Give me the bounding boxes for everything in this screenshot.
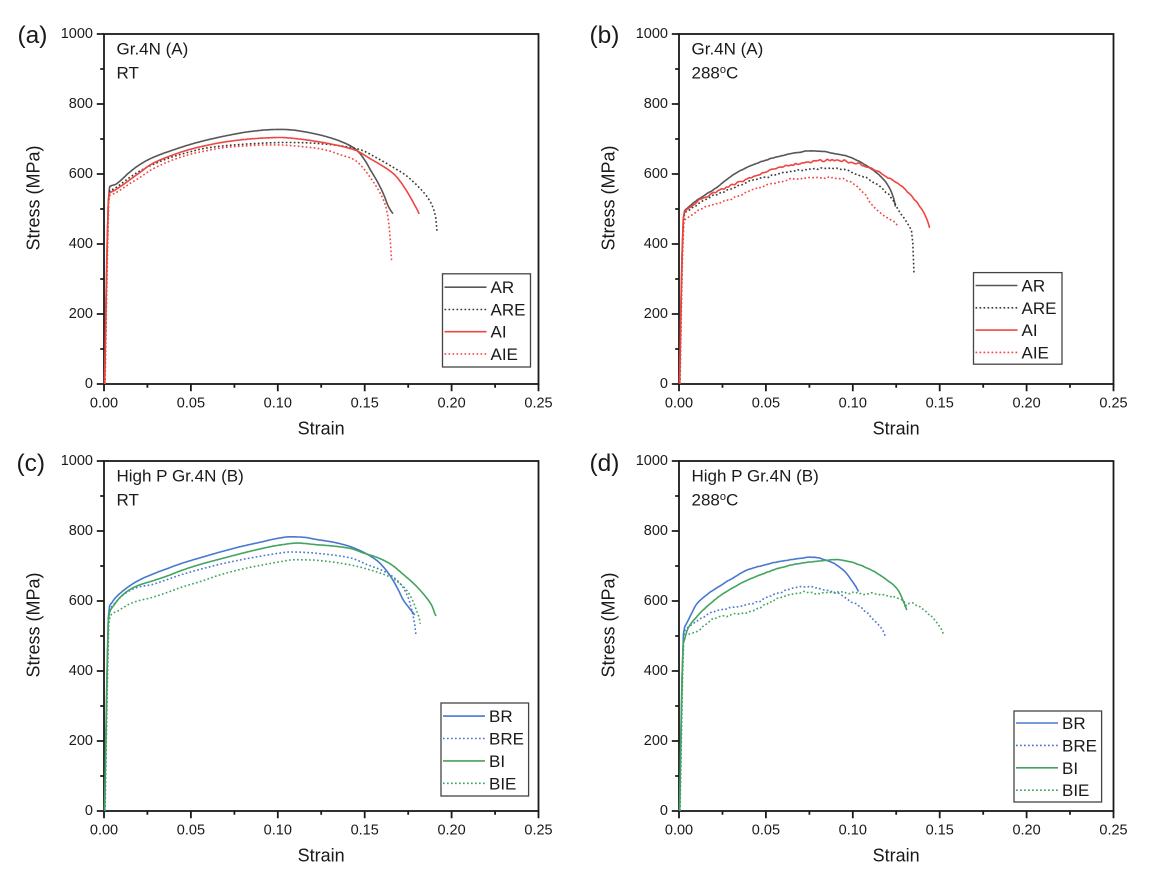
svg-text:0.10: 0.10	[264, 822, 292, 838]
svg-text:0.25: 0.25	[1099, 395, 1127, 411]
svg-text:Gr.4N (A): Gr.4N (A)	[692, 40, 764, 59]
svg-text:0: 0	[660, 376, 668, 392]
svg-text:ARE: ARE	[1022, 299, 1057, 318]
svg-text:800: 800	[644, 523, 668, 539]
svg-text:AIE: AIE	[491, 345, 518, 364]
svg-text:0.20: 0.20	[1012, 822, 1040, 838]
svg-text:(b): (b)	[590, 22, 620, 49]
svg-text:0.20: 0.20	[1012, 395, 1040, 411]
svg-text:600: 600	[644, 166, 668, 182]
svg-text:1000: 1000	[61, 26, 93, 42]
svg-text:Stress (MPa): Stress (MPa)	[599, 572, 619, 677]
svg-text:Strain: Strain	[298, 846, 345, 866]
svg-text:0.15: 0.15	[926, 822, 954, 838]
svg-text:(d): (d)	[590, 450, 620, 477]
svg-text:400: 400	[644, 236, 668, 252]
svg-text:600: 600	[644, 593, 668, 609]
svg-text:BIE: BIE	[489, 774, 516, 793]
svg-text:Strain: Strain	[873, 419, 920, 439]
svg-text:BI: BI	[489, 752, 505, 771]
svg-text:0.15: 0.15	[351, 822, 379, 838]
svg-text:800: 800	[69, 96, 93, 112]
svg-text:200: 200	[69, 306, 93, 322]
svg-text:Gr.4N (A): Gr.4N (A)	[117, 40, 189, 59]
svg-text:0.10: 0.10	[839, 822, 867, 838]
svg-text:0: 0	[660, 803, 668, 819]
svg-text:BIE: BIE	[1062, 781, 1089, 800]
svg-text:0.25: 0.25	[1099, 822, 1127, 838]
svg-text:Stress (MPa): Stress (MPa)	[24, 145, 44, 250]
svg-text:High P Gr.4N (B): High P Gr.4N (B)	[117, 467, 244, 486]
svg-text:0.00: 0.00	[665, 822, 693, 838]
svg-text:400: 400	[644, 663, 668, 679]
svg-text:0: 0	[85, 376, 93, 392]
svg-text:BR: BR	[489, 707, 513, 726]
svg-text:1000: 1000	[61, 453, 93, 469]
svg-text:1000: 1000	[636, 453, 668, 469]
svg-text:0.25: 0.25	[524, 822, 552, 838]
svg-text:BI: BI	[1062, 759, 1078, 778]
svg-text:0.15: 0.15	[926, 395, 954, 411]
svg-text:0.00: 0.00	[665, 395, 693, 411]
svg-text:288oC: 288oC	[692, 490, 739, 509]
svg-text:BRE: BRE	[1062, 736, 1097, 755]
svg-text:Stress (MPa): Stress (MPa)	[24, 572, 44, 677]
svg-text:AR: AR	[491, 278, 515, 297]
svg-text:0.05: 0.05	[177, 395, 205, 411]
svg-text:0: 0	[85, 803, 93, 819]
svg-text:BRE: BRE	[489, 730, 524, 749]
svg-text:Stress (MPa): Stress (MPa)	[599, 145, 619, 250]
svg-text:200: 200	[69, 733, 93, 749]
svg-text:400: 400	[69, 236, 93, 252]
svg-text:0.10: 0.10	[264, 395, 292, 411]
svg-text:400: 400	[69, 663, 93, 679]
svg-text:0.00: 0.00	[90, 822, 118, 838]
svg-text:(c): (c)	[17, 450, 46, 477]
svg-text:High P Gr.4N (B): High P Gr.4N (B)	[692, 467, 819, 486]
svg-text:0.20: 0.20	[437, 822, 465, 838]
svg-text:BR: BR	[1062, 714, 1086, 733]
svg-text:0.00: 0.00	[90, 395, 118, 411]
svg-text:Strain: Strain	[873, 846, 920, 866]
svg-text:800: 800	[644, 96, 668, 112]
svg-text:AI: AI	[1022, 321, 1038, 340]
svg-text:600: 600	[69, 166, 93, 182]
svg-text:0.25: 0.25	[524, 395, 552, 411]
svg-text:(a): (a)	[18, 22, 48, 49]
svg-text:800: 800	[69, 523, 93, 539]
svg-text:1000: 1000	[636, 26, 668, 42]
svg-text:ARE: ARE	[491, 301, 526, 320]
svg-text:0.05: 0.05	[177, 822, 205, 838]
svg-text:0.10: 0.10	[839, 395, 867, 411]
svg-text:200: 200	[644, 733, 668, 749]
svg-text:600: 600	[69, 593, 93, 609]
svg-text:AIE: AIE	[1022, 343, 1049, 362]
svg-text:RT: RT	[117, 490, 139, 509]
svg-text:AI: AI	[491, 323, 507, 342]
svg-text:0.15: 0.15	[351, 395, 379, 411]
svg-text:AR: AR	[1022, 277, 1046, 296]
svg-text:Strain: Strain	[298, 419, 345, 439]
svg-text:0.20: 0.20	[437, 395, 465, 411]
svg-text:0.05: 0.05	[752, 395, 780, 411]
svg-text:0.05: 0.05	[752, 822, 780, 838]
svg-text:288oC: 288oC	[692, 63, 739, 82]
svg-text:RT: RT	[117, 63, 139, 82]
svg-text:200: 200	[644, 306, 668, 322]
